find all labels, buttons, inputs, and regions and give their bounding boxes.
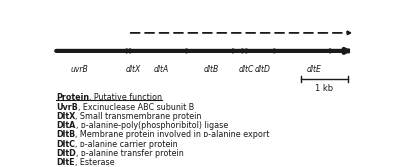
Text: DltB: DltB — [56, 130, 76, 139]
Text: , Membrane protein involved in ᴅ-alanine export: , Membrane protein involved in ᴅ-alanine… — [76, 130, 270, 139]
Text: , ᴅ-alanine-poly(phosphoribitol) ligase: , ᴅ-alanine-poly(phosphoribitol) ligase — [76, 121, 228, 130]
Text: , Putative function: , Putative function — [89, 93, 162, 102]
Text: dltB: dltB — [204, 65, 219, 74]
Text: , ᴅ-alanine carrier protein: , ᴅ-alanine carrier protein — [75, 140, 178, 149]
Text: 1 kb: 1 kb — [315, 84, 334, 93]
Text: DltE: DltE — [56, 158, 75, 167]
Text: Protein: Protein — [56, 93, 89, 102]
Text: , Small transmembrane protein: , Small transmembrane protein — [76, 112, 202, 121]
Text: , Esterase: , Esterase — [75, 158, 114, 167]
Text: dltC: dltC — [238, 65, 254, 74]
Text: dltX: dltX — [126, 65, 141, 74]
Text: UvrB: UvrB — [56, 103, 78, 112]
Text: DltD: DltD — [56, 149, 76, 158]
Text: dltE: dltE — [307, 65, 322, 74]
Text: dltA: dltA — [154, 65, 169, 74]
Text: DltX: DltX — [56, 112, 76, 121]
Text: uvrB: uvrB — [70, 65, 88, 74]
Text: , Excinuclease ABC subunit B: , Excinuclease ABC subunit B — [78, 103, 194, 112]
Text: , ᴅ-alanine transfer protein: , ᴅ-alanine transfer protein — [76, 149, 184, 158]
Text: DltA: DltA — [56, 121, 76, 130]
Text: DltC: DltC — [56, 140, 75, 149]
Text: dltD: dltD — [254, 65, 270, 74]
